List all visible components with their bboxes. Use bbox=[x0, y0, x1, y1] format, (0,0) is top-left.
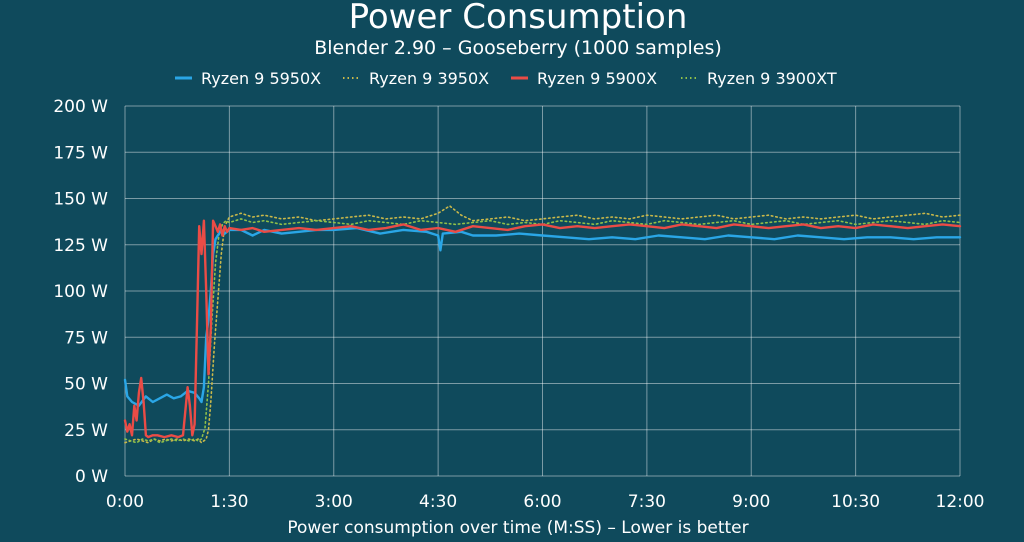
y-tick-label: 25 W bbox=[64, 421, 108, 441]
legend: Ryzen 9 5950X Ryzen 9 3950X Ryzen 9 5900X R… bbox=[175, 69, 837, 88]
grid bbox=[124, 105, 961, 477]
x-tick-label: 10:30 bbox=[831, 492, 880, 512]
series-line-ryzen-9-5900x bbox=[123, 219, 962, 439]
series-line-ryzen-9-3950x bbox=[124, 205, 961, 444]
x-tick-label: 12:00 bbox=[936, 492, 985, 512]
y-tick-label: 125 W bbox=[53, 236, 108, 256]
x-tick-label: 0:00 bbox=[106, 492, 144, 512]
legend-entry-label: Ryzen 9 5900X bbox=[537, 69, 657, 88]
legend-entry-label: Ryzen 9 3950X bbox=[369, 69, 489, 88]
y-tick-label: 100 W bbox=[53, 282, 108, 302]
y-tick-label: 50 W bbox=[64, 375, 108, 395]
y-tick-label: 175 W bbox=[53, 143, 108, 163]
series-lines bbox=[123, 205, 962, 444]
y-tick-label: 75 W bbox=[64, 328, 108, 348]
x-tick-label: 6:00 bbox=[523, 492, 561, 512]
x-axis: 0:00 1:30 3:00 4:30 6:00 7:30 9:00 10:30 12:00 bbox=[106, 492, 985, 512]
chart-title: Power Consumption bbox=[349, 0, 688, 37]
legend-entry-label: Ryzen 9 5950X bbox=[201, 69, 321, 88]
x-tick-label: 7:30 bbox=[628, 492, 666, 512]
y-tick-label: 200 W bbox=[53, 97, 108, 117]
legend-entry-label: Ryzen 9 3900XT bbox=[707, 69, 837, 88]
y-axis: 0 W 25 W 50 W 75 W 100 W 125 W 150 W 175 W 200 W bbox=[53, 97, 108, 487]
x-tick-label: 9:00 bbox=[732, 492, 770, 512]
x-axis-label: Power consumption over time (M:SS) – Low… bbox=[287, 518, 748, 538]
series-line-ryzen-9-3900xt bbox=[124, 218, 961, 444]
x-tick-label: 4:30 bbox=[419, 492, 457, 512]
chart-subtitle: Blender 2.90 – Gooseberry (1000 samples) bbox=[314, 37, 722, 59]
y-tick-label: 150 W bbox=[53, 190, 108, 210]
x-tick-label: 1:30 bbox=[210, 492, 248, 512]
y-tick-label: 0 W bbox=[75, 467, 108, 487]
x-tick-label: 3:00 bbox=[315, 492, 353, 512]
